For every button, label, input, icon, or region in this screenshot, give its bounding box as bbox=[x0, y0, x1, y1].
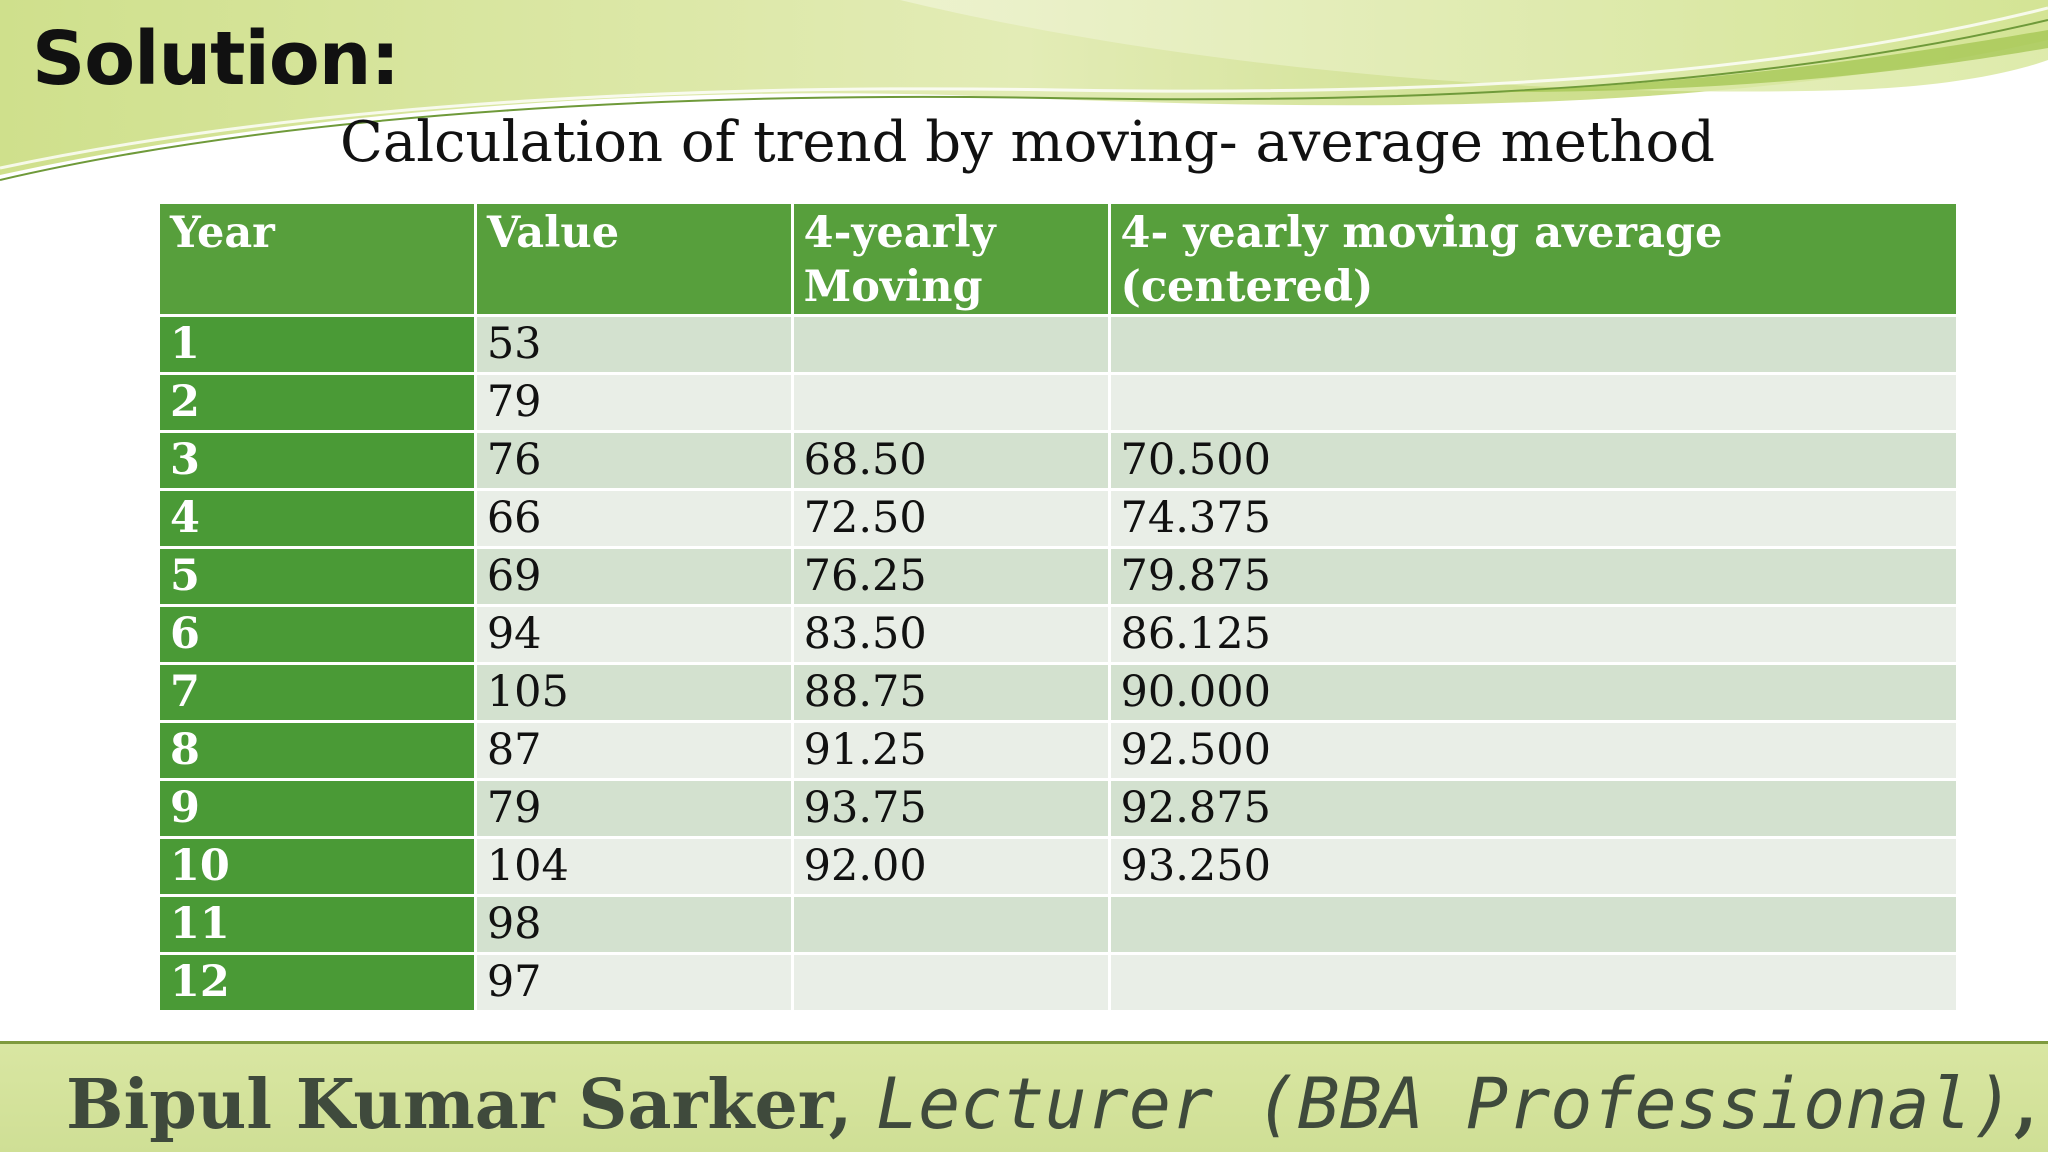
cell-year: 6 bbox=[160, 607, 474, 662]
cell-moving: 92.00 bbox=[793, 839, 1108, 894]
cell-centered bbox=[1110, 897, 1956, 952]
cell-value: 76 bbox=[476, 433, 791, 488]
table-row: 5 69 76.25 79.875 bbox=[160, 549, 1956, 604]
cell-year: 9 bbox=[160, 781, 474, 836]
cell-moving bbox=[793, 955, 1108, 1010]
table-row: 1 53 bbox=[160, 317, 1956, 372]
cell-year: 12 bbox=[160, 955, 474, 1010]
cell-value: 53 bbox=[476, 317, 791, 372]
cell-moving: 68.50 bbox=[793, 433, 1108, 488]
cell-moving bbox=[793, 375, 1108, 430]
cell-centered bbox=[1110, 317, 1956, 372]
header-year: Year bbox=[160, 204, 474, 314]
cell-moving: 83.50 bbox=[793, 607, 1108, 662]
cell-value: 79 bbox=[476, 781, 791, 836]
cell-value: 69 bbox=[476, 549, 791, 604]
cell-moving bbox=[793, 317, 1108, 372]
cell-value: 105 bbox=[476, 665, 791, 720]
table-row: 12 97 bbox=[160, 955, 1956, 1010]
cell-year: 7 bbox=[160, 665, 474, 720]
header-value: Value bbox=[476, 204, 791, 314]
cell-value: 94 bbox=[476, 607, 791, 662]
table-row: 9 79 93.75 92.875 bbox=[160, 781, 1956, 836]
cell-moving: 76.25 bbox=[793, 549, 1108, 604]
cell-year: 11 bbox=[160, 897, 474, 952]
moving-average-table-container: Year Value 4-yearly Moving 4- yearly mov… bbox=[160, 201, 1956, 1013]
cell-centered: 79.875 bbox=[1110, 549, 1956, 604]
footer-author-role: Lecturer (BBA Professional) bbox=[875, 1063, 2014, 1145]
cell-centered: 90.000 bbox=[1110, 665, 1956, 720]
header-centered-moving-average: 4- yearly moving average (centered) bbox=[1110, 204, 1956, 314]
slide-subtitle: Calculation of trend by moving- average … bbox=[340, 110, 1716, 175]
cell-centered: 93.250 bbox=[1110, 839, 1956, 894]
cell-year: 5 bbox=[160, 549, 474, 604]
cell-moving: 91.25 bbox=[793, 723, 1108, 778]
table-row: 10 104 92.00 93.250 bbox=[160, 839, 1956, 894]
cell-centered: 74.375 bbox=[1110, 491, 1956, 546]
cell-value: 79 bbox=[476, 375, 791, 430]
cell-moving: 72.50 bbox=[793, 491, 1108, 546]
cell-year: 4 bbox=[160, 491, 474, 546]
cell-value: 98 bbox=[476, 897, 791, 952]
cell-year: 2 bbox=[160, 375, 474, 430]
table-row: 8 87 91.25 92.500 bbox=[160, 723, 1956, 778]
table-row: 6 94 83.50 86.125 bbox=[160, 607, 1956, 662]
table-row: 7 105 88.75 90.000 bbox=[160, 665, 1956, 720]
table-row: 2 79 bbox=[160, 375, 1956, 430]
cell-moving: 88.75 bbox=[793, 665, 1108, 720]
cell-value: 66 bbox=[476, 491, 791, 546]
header-4-yearly-moving: 4-yearly Moving bbox=[793, 204, 1108, 314]
slide-heading: Solution: bbox=[32, 16, 400, 102]
cell-value: 87 bbox=[476, 723, 791, 778]
cell-centered bbox=[1110, 375, 1956, 430]
cell-year: 1 bbox=[160, 317, 474, 372]
cell-centered: 92.875 bbox=[1110, 781, 1956, 836]
table-row: 4 66 72.50 74.375 bbox=[160, 491, 1956, 546]
cell-year: 8 bbox=[160, 723, 474, 778]
footer-author-name: Bipul Kumar Sarker, bbox=[66, 1065, 876, 1145]
moving-average-table: Year Value 4-yearly Moving 4- yearly mov… bbox=[157, 201, 1959, 1013]
footer-credit: Bipul Kumar Sarker, Lecturer (BBA Profes… bbox=[66, 1063, 2048, 1145]
cell-moving bbox=[793, 897, 1108, 952]
cell-centered bbox=[1110, 955, 1956, 1010]
top-swoosh-decoration bbox=[0, 0, 2048, 181]
cell-year: 10 bbox=[160, 839, 474, 894]
cell-moving: 93.75 bbox=[793, 781, 1108, 836]
cell-value: 97 bbox=[476, 955, 791, 1010]
table-row: 3 76 68.50 70.500 bbox=[160, 433, 1956, 488]
cell-centered: 86.125 bbox=[1110, 607, 1956, 662]
cell-value: 104 bbox=[476, 839, 791, 894]
cell-centered: 70.500 bbox=[1110, 433, 1956, 488]
cell-centered: 92.500 bbox=[1110, 723, 1956, 778]
table-header-row: Year Value 4-yearly Moving 4- yearly mov… bbox=[160, 204, 1956, 314]
table-row: 11 98 bbox=[160, 897, 1956, 952]
footer-institution: , HUBC bbox=[2013, 1065, 2048, 1145]
cell-year: 3 bbox=[160, 433, 474, 488]
footer-bar: Bipul Kumar Sarker, Lecturer (BBA Profes… bbox=[0, 1041, 2048, 1152]
